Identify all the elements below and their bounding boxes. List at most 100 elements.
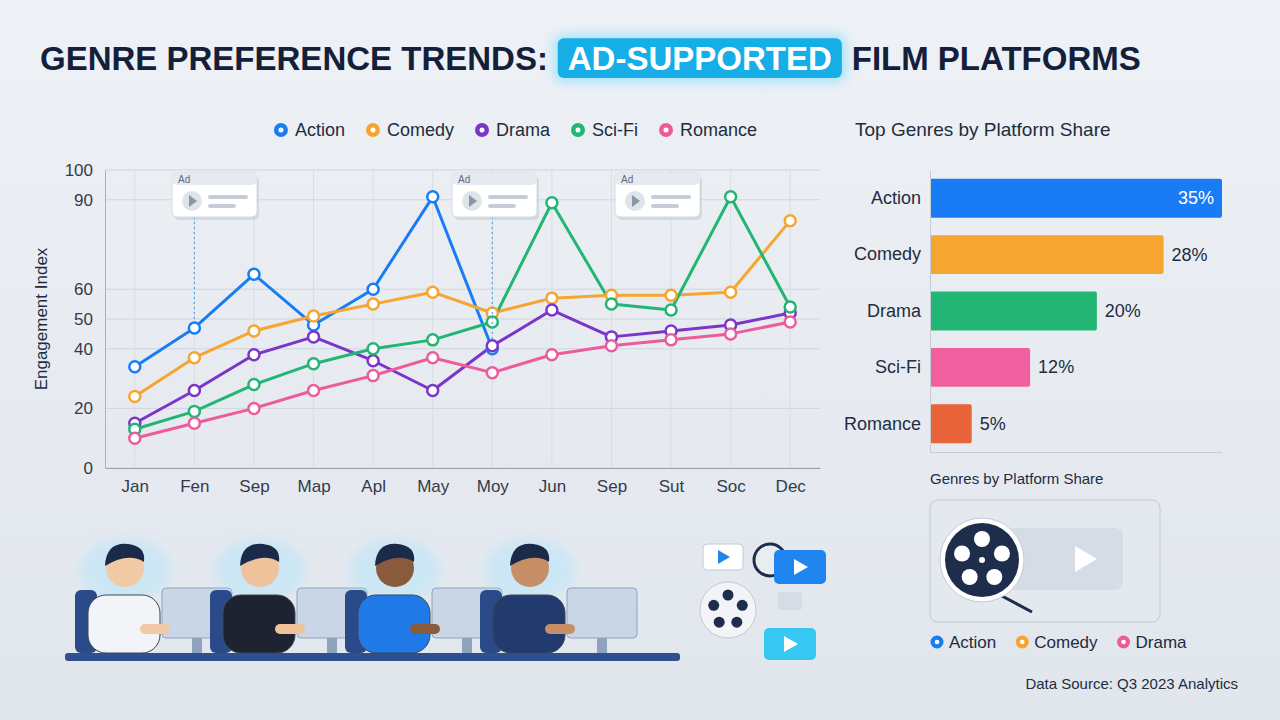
ad-leader bbox=[194, 217, 195, 320]
legend-marker-dot bbox=[480, 128, 485, 133]
series-marker bbox=[725, 328, 736, 339]
ad-label: Ad bbox=[621, 174, 633, 185]
y-tick-label: 50 bbox=[74, 310, 93, 329]
media-panel bbox=[930, 500, 1160, 622]
series-marker bbox=[189, 418, 200, 429]
media-legend-marker bbox=[1117, 636, 1130, 649]
y-tick-label: 20 bbox=[74, 399, 93, 418]
bar-value-axis-line bbox=[931, 452, 1223, 453]
grid-line-x bbox=[611, 170, 612, 468]
y-tick-label: 40 bbox=[74, 340, 93, 359]
arm bbox=[410, 624, 440, 634]
bar-category-label: Action bbox=[871, 188, 921, 208]
y-axis: 02040506090100 bbox=[65, 161, 106, 478]
legend-marker bbox=[475, 123, 489, 137]
reel-hole bbox=[954, 546, 970, 562]
series-marker bbox=[546, 197, 557, 208]
ad-text-line bbox=[488, 204, 516, 208]
series-marker bbox=[427, 334, 438, 345]
grid-line-y bbox=[105, 319, 820, 320]
grid-line-y bbox=[105, 170, 820, 171]
x-tick-label: Jan bbox=[122, 477, 149, 496]
x-tick: Sep bbox=[239, 468, 269, 496]
legend-label: Drama bbox=[496, 120, 551, 140]
media-handle bbox=[1000, 595, 1032, 612]
bar bbox=[930, 348, 1030, 387]
y-tick: 20 bbox=[74, 399, 105, 418]
y-tick-label: 0 bbox=[84, 459, 93, 478]
ad-text-line bbox=[208, 195, 248, 199]
series-marker bbox=[546, 293, 557, 304]
arm bbox=[140, 624, 170, 634]
y-tick-label: 90 bbox=[74, 191, 93, 210]
legend-label: Comedy bbox=[387, 120, 454, 140]
series-marker bbox=[368, 299, 379, 310]
series-line bbox=[135, 221, 790, 397]
series-marker bbox=[308, 358, 319, 369]
media-icons bbox=[700, 544, 826, 660]
bar bbox=[930, 292, 1097, 331]
series-marker bbox=[248, 269, 259, 280]
series-marker bbox=[785, 316, 796, 327]
legend-label: Sci-Fi bbox=[592, 120, 638, 140]
series-marker bbox=[308, 311, 319, 322]
grid-line-y bbox=[105, 468, 820, 469]
ad-card-bar bbox=[172, 173, 257, 185]
ad-play-icon bbox=[189, 195, 197, 207]
legend: Action Comedy Drama Sci-Fi Romance bbox=[274, 120, 757, 140]
bar-category-tick: Drama bbox=[867, 301, 930, 321]
series-marker bbox=[487, 340, 498, 351]
title: GENRE PREFERENCE TRENDS: bbox=[40, 40, 548, 77]
grid-line-x bbox=[551, 170, 552, 468]
bar-category-axis-line bbox=[930, 171, 931, 453]
legend-label: Action bbox=[295, 120, 345, 140]
bar-category-label: Romance bbox=[844, 414, 921, 434]
legend-marker bbox=[274, 123, 288, 137]
monitor-stand bbox=[462, 638, 472, 653]
ad-play-icon bbox=[632, 195, 640, 207]
legend-item: Romance bbox=[659, 120, 757, 140]
y-axis-line bbox=[105, 171, 106, 469]
series-line bbox=[135, 197, 790, 429]
ad-play-circle bbox=[625, 191, 645, 211]
y-tick-label: 100 bbox=[65, 161, 93, 180]
reel-hole bbox=[994, 546, 1010, 562]
y-tick: 100 bbox=[65, 161, 105, 180]
series-marker bbox=[487, 367, 498, 378]
x-tick: Fen bbox=[180, 468, 209, 496]
lines bbox=[129, 191, 795, 443]
reel-hole bbox=[986, 569, 1002, 585]
x-tick-label: Map bbox=[298, 477, 331, 496]
icon-player bbox=[774, 550, 826, 584]
icon-player bbox=[764, 628, 816, 660]
ad-text-line bbox=[488, 195, 528, 199]
series-marker bbox=[248, 379, 259, 390]
data-label: 12% bbox=[1038, 357, 1074, 377]
icon-reel-hole bbox=[731, 617, 742, 628]
grid-line-y bbox=[105, 408, 820, 409]
legend-item: Action bbox=[274, 120, 345, 140]
series-marker bbox=[248, 403, 259, 414]
x-tick: Jun bbox=[539, 468, 566, 496]
bar-category-tick: Romance bbox=[844, 414, 930, 434]
series-marker bbox=[427, 287, 438, 298]
x-tick-label: Sep bbox=[597, 477, 627, 496]
x-tick: Dec bbox=[776, 468, 807, 496]
y-tick: 90 bbox=[74, 191, 105, 210]
media-play bbox=[1075, 546, 1097, 572]
series-marker bbox=[129, 361, 140, 372]
reel-rim bbox=[940, 518, 1024, 602]
legend-marker-dot bbox=[576, 128, 581, 133]
series-marker bbox=[248, 349, 259, 360]
series-marker bbox=[606, 340, 617, 351]
icon-play bbox=[784, 636, 798, 652]
x-tick: Apl bbox=[361, 468, 386, 496]
hair bbox=[375, 544, 414, 566]
monitor-stand bbox=[192, 638, 202, 653]
series-marker bbox=[368, 370, 379, 381]
arm bbox=[545, 624, 575, 634]
icon-reel-hole bbox=[708, 600, 719, 611]
icon-play bbox=[718, 550, 730, 564]
ad-play-circle bbox=[462, 191, 482, 211]
bar-category-label: Drama bbox=[867, 301, 922, 321]
